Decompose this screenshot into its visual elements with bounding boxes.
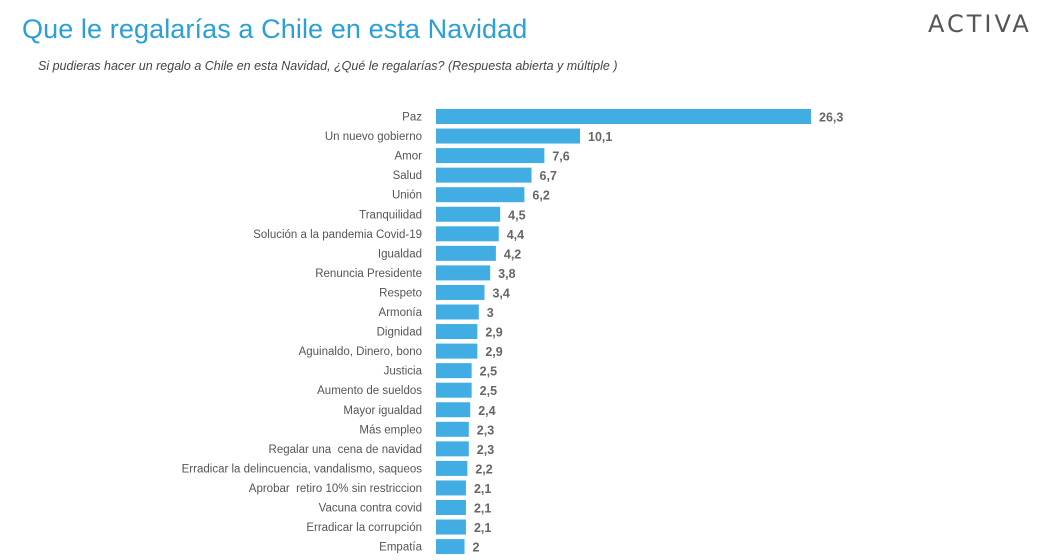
category-label: Regalar una cena de navidad [269, 444, 422, 456]
page-title: Que le regalarías a Chile en esta Navida… [22, 14, 528, 44]
value-label: 4,2 [504, 247, 521, 261]
value-label: 3 [487, 306, 494, 320]
category-label: Amor [395, 151, 423, 163]
bar [436, 519, 466, 535]
category-label: Salud [393, 170, 422, 182]
value-label: 4,5 [508, 208, 525, 222]
value-label: 2,5 [480, 384, 497, 398]
bar [436, 441, 469, 457]
value-label: 6,7 [540, 169, 557, 183]
value-label: 2,2 [475, 462, 492, 476]
bar [436, 421, 469, 437]
value-label: 4,4 [507, 228, 524, 242]
value-label: 2,9 [485, 326, 502, 340]
category-label: Un nuevo gobierno [325, 131, 422, 143]
value-label: 6,2 [532, 189, 549, 203]
bar [436, 363, 472, 379]
chart-subtitle: Si pudieras hacer un regalo a Chile en e… [38, 59, 618, 73]
category-label: Renuncia Presidente [315, 268, 422, 280]
value-label: 2,3 [477, 423, 494, 437]
value-label: 2,1 [474, 502, 491, 516]
category-label: Vacuna contra covid [319, 503, 422, 515]
bar [436, 480, 466, 496]
bar [436, 187, 525, 203]
bar [436, 167, 532, 183]
category-label: Respeto [379, 287, 422, 299]
bar [436, 402, 471, 418]
value-label: 2,1 [474, 521, 491, 535]
bar [436, 128, 581, 144]
value-label: 3,4 [492, 286, 509, 300]
bar [436, 265, 491, 281]
bar [436, 206, 501, 222]
bar [436, 284, 485, 300]
category-label: Aprobar retiro 10% sin restriccion [249, 483, 422, 495]
category-label: Mayor igualdad [343, 405, 422, 417]
category-label: Aguinaldo, Dinero, bono [299, 346, 422, 358]
category-label: Aumento de sueldos [317, 385, 422, 397]
value-label: 2,5 [480, 365, 497, 379]
category-label: Más empleo [359, 424, 422, 436]
value-label: 10,1 [588, 130, 612, 144]
value-label: 26,3 [819, 111, 843, 125]
category-label: Erradicar la delincuencia, vandalismo, s… [182, 463, 423, 475]
bar [436, 539, 465, 555]
bar [436, 304, 479, 320]
category-label: Tranquilidad [359, 209, 422, 221]
bar [436, 343, 478, 359]
bar [436, 500, 466, 515]
bar [436, 460, 468, 476]
bar [436, 226, 499, 242]
category-label: Igualdad [378, 248, 422, 260]
value-label: 2,9 [485, 345, 502, 359]
category-label: Erradicar la corrupción [306, 522, 422, 534]
category-label: Solución a la pandemia Covid-19 [253, 229, 422, 241]
bar [436, 148, 545, 164]
value-label: 3,8 [498, 267, 515, 281]
value-label: 2 [473, 541, 480, 555]
category-label: Armonía [379, 307, 423, 319]
bar [436, 324, 478, 340]
category-label: Justicia [384, 366, 423, 378]
category-label: Unión [392, 190, 422, 202]
category-label: Empatía [379, 542, 422, 554]
bar [436, 382, 472, 398]
value-label: 7,6 [552, 150, 569, 164]
category-label: Dignidad [377, 327, 422, 339]
value-label: 2,1 [474, 482, 491, 496]
category-label: Paz [402, 112, 422, 124]
bar [436, 245, 496, 261]
value-label: 2,4 [478, 404, 495, 418]
bar-chart: Paz 26,3 Un nuevo gobierno 10,1 Amor 7,6 Salud… [182, 109, 843, 555]
brand-logo: ACTIVA [928, 10, 1032, 38]
bar [436, 109, 811, 124]
value-label: 2,3 [477, 443, 494, 457]
